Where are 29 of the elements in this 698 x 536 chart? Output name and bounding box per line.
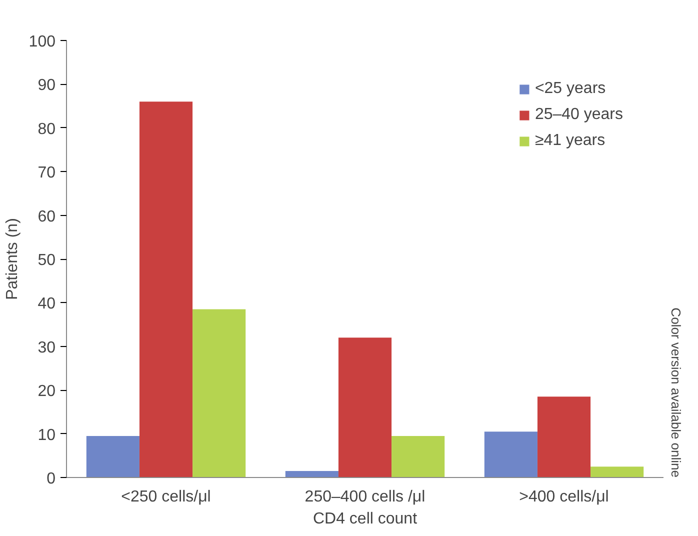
y-tick-label: 30 (38, 339, 56, 356)
bar (590, 466, 644, 478)
x-tick-label: >400 cells/μl (519, 488, 609, 506)
y-tick-label: 90 (38, 77, 56, 94)
legend-label: 25–40 years (534, 106, 623, 124)
bar (338, 338, 392, 478)
text: Color version available online (668, 308, 684, 478)
y-tick-label: 0 (46, 470, 56, 488)
bar (139, 102, 193, 478)
bar (86, 436, 140, 478)
y-tick-label: 20 (38, 383, 56, 400)
bar (285, 470, 338, 478)
y-tick-label: 50 (38, 252, 56, 269)
x-tick-label: <250 cells/μl (121, 488, 211, 506)
y-tick-label: 70 (38, 164, 56, 182)
y-tick-label: 40 (38, 296, 56, 313)
y-tick-label: 80 (38, 120, 56, 138)
legend-label: <25 years (534, 80, 606, 98)
bar (192, 309, 246, 478)
bar (537, 396, 591, 478)
y-tick-label: 60 (38, 208, 56, 226)
y-tick-label: 10 (38, 426, 56, 444)
legend-label: ≥41 years (534, 132, 606, 150)
y-tick-label: 100 (28, 34, 56, 50)
x-tick-label: 250–400 cells /μl (304, 488, 426, 506)
bar (484, 432, 538, 478)
bar (392, 436, 445, 478)
x-axis-title: CD4 cell count (312, 510, 418, 528)
y-axis-title: Patients (n) (4, 218, 21, 300)
